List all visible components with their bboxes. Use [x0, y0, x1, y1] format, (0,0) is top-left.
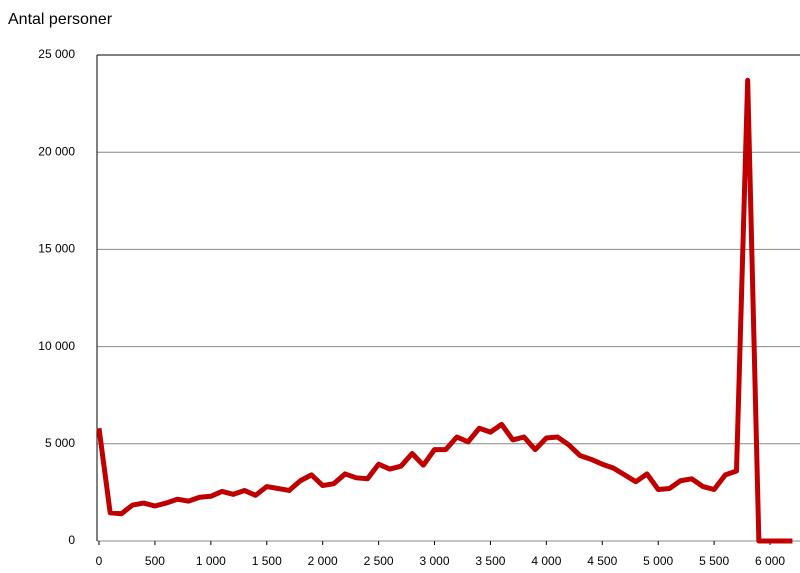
- y-tick-label: 0: [68, 533, 75, 547]
- x-tick-label: 5 000: [643, 554, 673, 568]
- x-tick-label: 6 000: [755, 554, 785, 568]
- data-line: [96, 77, 793, 544]
- x-tick-label: 3 500: [475, 554, 505, 568]
- x-tick-label: 500: [145, 554, 165, 568]
- chart-title: Antal personer: [8, 11, 113, 28]
- x-tick-label: 1 500: [252, 554, 282, 568]
- x-tick-label: 3 000: [420, 554, 450, 568]
- x-tick-label: 2 500: [364, 554, 394, 568]
- x-tick-label: 0: [96, 554, 103, 568]
- y-tick-label: 10 000: [38, 339, 75, 353]
- y-tick-label: 5 000: [45, 436, 75, 450]
- x-tick-label: 4 500: [587, 554, 617, 568]
- y-tick-label: 20 000: [38, 144, 75, 158]
- y-tick-label: 25 000: [38, 47, 75, 61]
- x-tick-label: 1 000: [196, 554, 226, 568]
- x-tick-label: 4 000: [531, 554, 561, 568]
- y-tick-label: 15 000: [38, 242, 75, 256]
- x-tick-label: 2 000: [308, 554, 338, 568]
- x-tick-label: 5 500: [699, 554, 729, 568]
